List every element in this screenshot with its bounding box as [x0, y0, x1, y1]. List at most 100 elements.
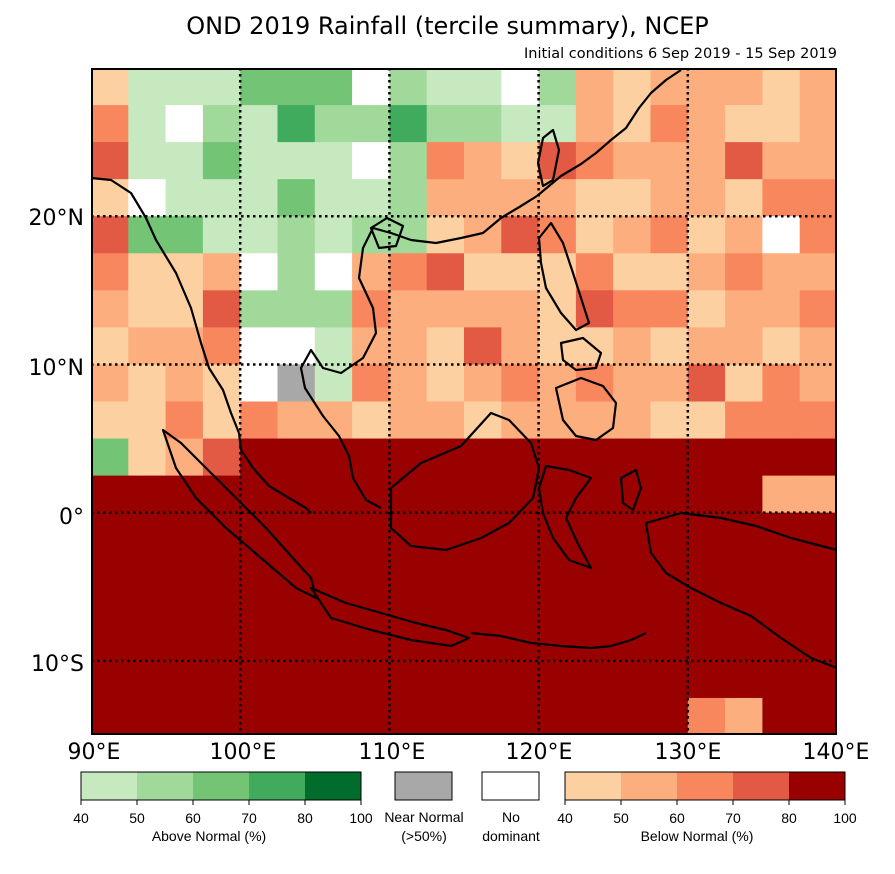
- grid-cell: [352, 105, 390, 143]
- grid-cell: [464, 512, 502, 551]
- grid-cell: [799, 253, 837, 291]
- grid-cell: [314, 475, 353, 514]
- above-normal-tick-label: 50: [129, 810, 145, 826]
- grid-cell: [725, 475, 763, 514]
- legend-near-normal: Near Normal (>50%): [384, 771, 464, 844]
- coastline-luzon: [537, 221, 591, 332]
- grid-cell: [650, 327, 689, 366]
- no-dominant-label: No: [502, 809, 520, 825]
- grid-cell: [538, 660, 577, 699]
- grid-cell: [725, 142, 763, 180]
- grid-cell: [202, 549, 241, 588]
- tercile-grid: [91, 68, 837, 735]
- grid-cell: [650, 475, 689, 514]
- grid-cell: [202, 660, 241, 699]
- grid-cell: [202, 105, 241, 143]
- grid-cell: [687, 438, 726, 477]
- grid-cell: [687, 512, 726, 551]
- grid-cell: [762, 327, 801, 366]
- grid-cell: [725, 438, 763, 477]
- grid-cell: [538, 68, 577, 106]
- grid-cell: [799, 623, 837, 662]
- grid-cell: [165, 253, 204, 291]
- grid-cell: [725, 623, 763, 662]
- legend-above-normal: 40 50 60 70 80 100 Above Normal (%): [73, 771, 373, 844]
- grid-cell: [314, 253, 353, 291]
- grid-cell: [501, 364, 540, 403]
- grid-cell: [575, 697, 614, 735]
- coastline-halmahera: [619, 468, 643, 512]
- grid-cell: [501, 68, 540, 106]
- grid-cell: [538, 475, 577, 514]
- grid-cell: [613, 216, 652, 254]
- grid-cell: [687, 623, 726, 662]
- grid-cell: [240, 401, 279, 440]
- grid-cell: [314, 105, 353, 143]
- grid-cell: [165, 327, 204, 366]
- grid-cell: [91, 512, 129, 551]
- grid-cell: [165, 623, 204, 662]
- grid-cell: [389, 475, 428, 514]
- grid-cell: [314, 660, 353, 699]
- grid-cell: [650, 512, 689, 551]
- grid-cell: [128, 549, 167, 588]
- lat-label-10s: 10°S: [31, 652, 84, 677]
- grid-cell: [91, 586, 129, 625]
- grid-cell: [538, 253, 577, 291]
- grid-cell: [240, 697, 279, 735]
- above-normal-tick-label: 80: [297, 810, 313, 826]
- grid-cell: [389, 364, 428, 403]
- grid-cell: [128, 290, 167, 328]
- below-normal-title: Below Normal (%): [641, 828, 754, 844]
- grid-cell: [277, 290, 316, 328]
- grid-cell: [202, 216, 241, 254]
- grid-cell: [389, 586, 428, 625]
- above-normal-swatch: [305, 772, 361, 800]
- grid-cell: [202, 623, 241, 662]
- grid-cell: [799, 549, 837, 588]
- grid-cell: [277, 660, 316, 699]
- grid-cell: [277, 327, 316, 366]
- above-normal-title: Above Normal (%): [152, 828, 266, 844]
- grid-cell: [426, 586, 465, 625]
- grid-cell: [687, 179, 726, 217]
- grid-cell: [687, 586, 726, 625]
- grid-cell: [799, 660, 837, 699]
- near-normal-sublabel: (>50%): [401, 828, 447, 844]
- grid-cell: [613, 549, 652, 588]
- grid-cell: [240, 512, 279, 551]
- grid-cell: [314, 549, 353, 588]
- grid-cell: [762, 216, 801, 254]
- grid-cell: [725, 68, 763, 106]
- grid-cell: [426, 105, 465, 143]
- grid-cell: [91, 364, 129, 403]
- grid-cell: [165, 179, 204, 217]
- grid-cell: [426, 327, 465, 366]
- grid-cell: [277, 68, 316, 106]
- grid-cell: [799, 475, 837, 514]
- below-normal-tick-label: 50: [613, 810, 629, 826]
- grid-cell: [165, 364, 204, 403]
- coastline-hainan: [369, 216, 405, 250]
- grid-cell: [725, 105, 763, 143]
- grid-cell: [613, 401, 652, 440]
- grid-cell: [762, 475, 801, 514]
- grid-cell: [464, 697, 502, 735]
- grid-cell: [650, 623, 689, 662]
- grid-cell: [650, 216, 689, 254]
- coastline-sulawesi: [537, 464, 593, 570]
- grid-cell: [575, 105, 614, 143]
- grid-cell: [128, 438, 167, 477]
- grid-cell: [799, 105, 837, 143]
- grid-cell: [687, 697, 726, 735]
- grid-cell: [277, 253, 316, 291]
- grid-cell: [91, 105, 129, 143]
- grid-cell: [464, 179, 502, 217]
- grid-cell: [762, 105, 801, 143]
- grid-cell: [240, 142, 279, 180]
- grid-cell: [687, 68, 726, 106]
- grid-cell: [202, 512, 241, 551]
- grid-cell: [538, 586, 577, 625]
- grid-cell: [799, 586, 837, 625]
- grid-cell: [464, 142, 502, 180]
